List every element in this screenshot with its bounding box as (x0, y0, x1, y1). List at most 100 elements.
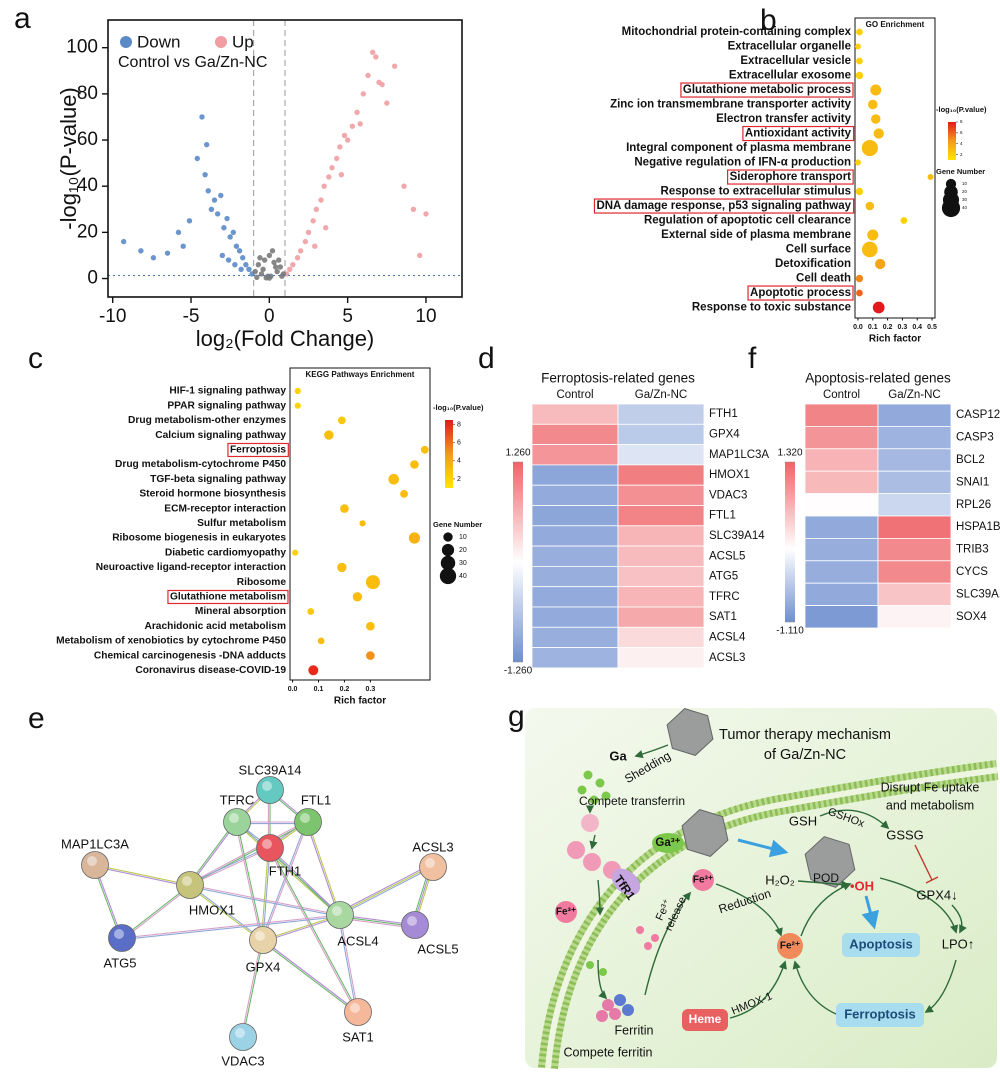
heat-cell (531, 423, 619, 445)
volcano-point (138, 248, 144, 254)
colorbar-label: -log₁₀(P.value) (433, 403, 484, 412)
volcano-point (338, 171, 345, 178)
ga-ion (583, 770, 593, 780)
heat-cell (804, 470, 879, 495)
size-legend-dot (441, 543, 455, 557)
volcano-point (271, 259, 277, 266)
ferritin (602, 999, 614, 1011)
row-label: TFRC (709, 591, 740, 603)
transferrin (567, 841, 585, 859)
heat-cell (531, 586, 619, 608)
arrow (715, 883, 783, 937)
heat-cell (804, 515, 879, 539)
panel-letter: b (760, 4, 777, 37)
colorbar (948, 122, 956, 160)
term-label: Integral component of plasma membrane (626, 142, 851, 154)
volcano-point (269, 248, 276, 254)
x-axis-label: Rich factor (869, 334, 921, 345)
heat-cell (531, 647, 619, 669)
enrichment-dot (410, 460, 419, 469)
volcano-point (150, 255, 157, 261)
volcano-point (344, 137, 351, 143)
term-label: Extracellular exosome (729, 70, 851, 82)
node-label: SLC39A14 (239, 762, 302, 777)
ferroptosis-box (836, 1003, 924, 1027)
size-legend-label: 20 (459, 547, 467, 554)
enrichment-dot (872, 301, 885, 314)
network-edge (268, 848, 340, 917)
diagram-label: Ferroptosis (844, 1006, 916, 1021)
heat-cell (877, 515, 952, 539)
node-label: HMOX1 (189, 902, 235, 917)
volcano-point (255, 261, 262, 268)
heat-cell (531, 464, 619, 486)
network-edge (236, 821, 264, 941)
heat-cell (804, 448, 879, 472)
enrichment-dot (862, 241, 878, 258)
highlight-box (726, 169, 854, 185)
diagram-label: Fe²⁺ (780, 941, 800, 952)
row-label: FTL1 (709, 510, 736, 522)
network-node (108, 924, 136, 952)
arrow (800, 882, 852, 937)
network-edge (261, 940, 358, 1014)
node-highlight (332, 906, 342, 916)
term-label: Antioxidant activity (745, 128, 852, 140)
x-tick-label: 0.0 (853, 324, 863, 331)
network-node (229, 1023, 257, 1051)
heat-cell (531, 626, 619, 648)
heat-cell (531, 606, 619, 628)
size-legend-label: 30 (962, 197, 968, 202)
network-edge (188, 885, 263, 942)
enrichment-dot (871, 114, 881, 124)
enrichment-dot (861, 139, 878, 157)
diagram-label: GSSG (886, 827, 924, 842)
chart-title: Ferroptosis-related genes (541, 371, 695, 386)
y-tick-label: 40 (77, 175, 98, 196)
node-label: ACSL3 (412, 839, 453, 854)
enrichment-dot (340, 504, 349, 513)
volcano-point (318, 197, 324, 203)
enrichment-dot (855, 71, 864, 80)
network-edge (188, 820, 308, 885)
size-legend-dot (941, 198, 961, 218)
volcano-point (205, 188, 211, 194)
heat-cell (877, 448, 952, 472)
heat-cell (804, 403, 879, 427)
volcano-point (164, 250, 171, 256)
heat-cell (804, 538, 879, 562)
diagram-label: Heme (689, 1012, 722, 1026)
node-label: VDAC3 (221, 1053, 264, 1068)
network-node (176, 871, 204, 899)
enrichment-dot (324, 430, 334, 440)
volcano-point (180, 243, 186, 249)
panel-letter: d (478, 342, 495, 375)
network-edge (268, 848, 358, 1014)
x-tick-label: 0.3 (898, 324, 908, 331)
term-label: Regulation of apoptotic cell clearance (644, 215, 851, 227)
row-label: SLC39A1 (956, 588, 1000, 600)
column-label: Control (823, 389, 860, 401)
node-label: FTH1 (269, 863, 302, 878)
term-label: Drug metabolism-other enzymes (128, 415, 286, 426)
node-highlight (182, 876, 192, 886)
network-edge (189, 846, 270, 885)
volcano-point (214, 211, 221, 217)
row-label: SAT1 (709, 611, 737, 623)
size-legend-dot (439, 567, 457, 585)
network-edge (189, 884, 264, 941)
heme-box (682, 1009, 728, 1031)
apoptosis-box (842, 933, 920, 957)
term-label: Neuroactive ligand-receptor interaction (96, 562, 286, 573)
row-label: HMOX1 (709, 469, 750, 481)
volcano-point (312, 243, 318, 249)
network-node (419, 853, 447, 881)
term-label: Response to extracellular stimulus (661, 186, 851, 198)
x-tick-label: 0.2 (883, 324, 893, 331)
enrichment-dot (408, 532, 421, 544)
ga-ion (577, 785, 587, 795)
chart-title: Apoptosis-related genes (805, 371, 951, 386)
y-tick-label: 20 (77, 221, 98, 242)
highlight-box (747, 285, 854, 301)
row-label: HSPA1B (956, 521, 1000, 533)
